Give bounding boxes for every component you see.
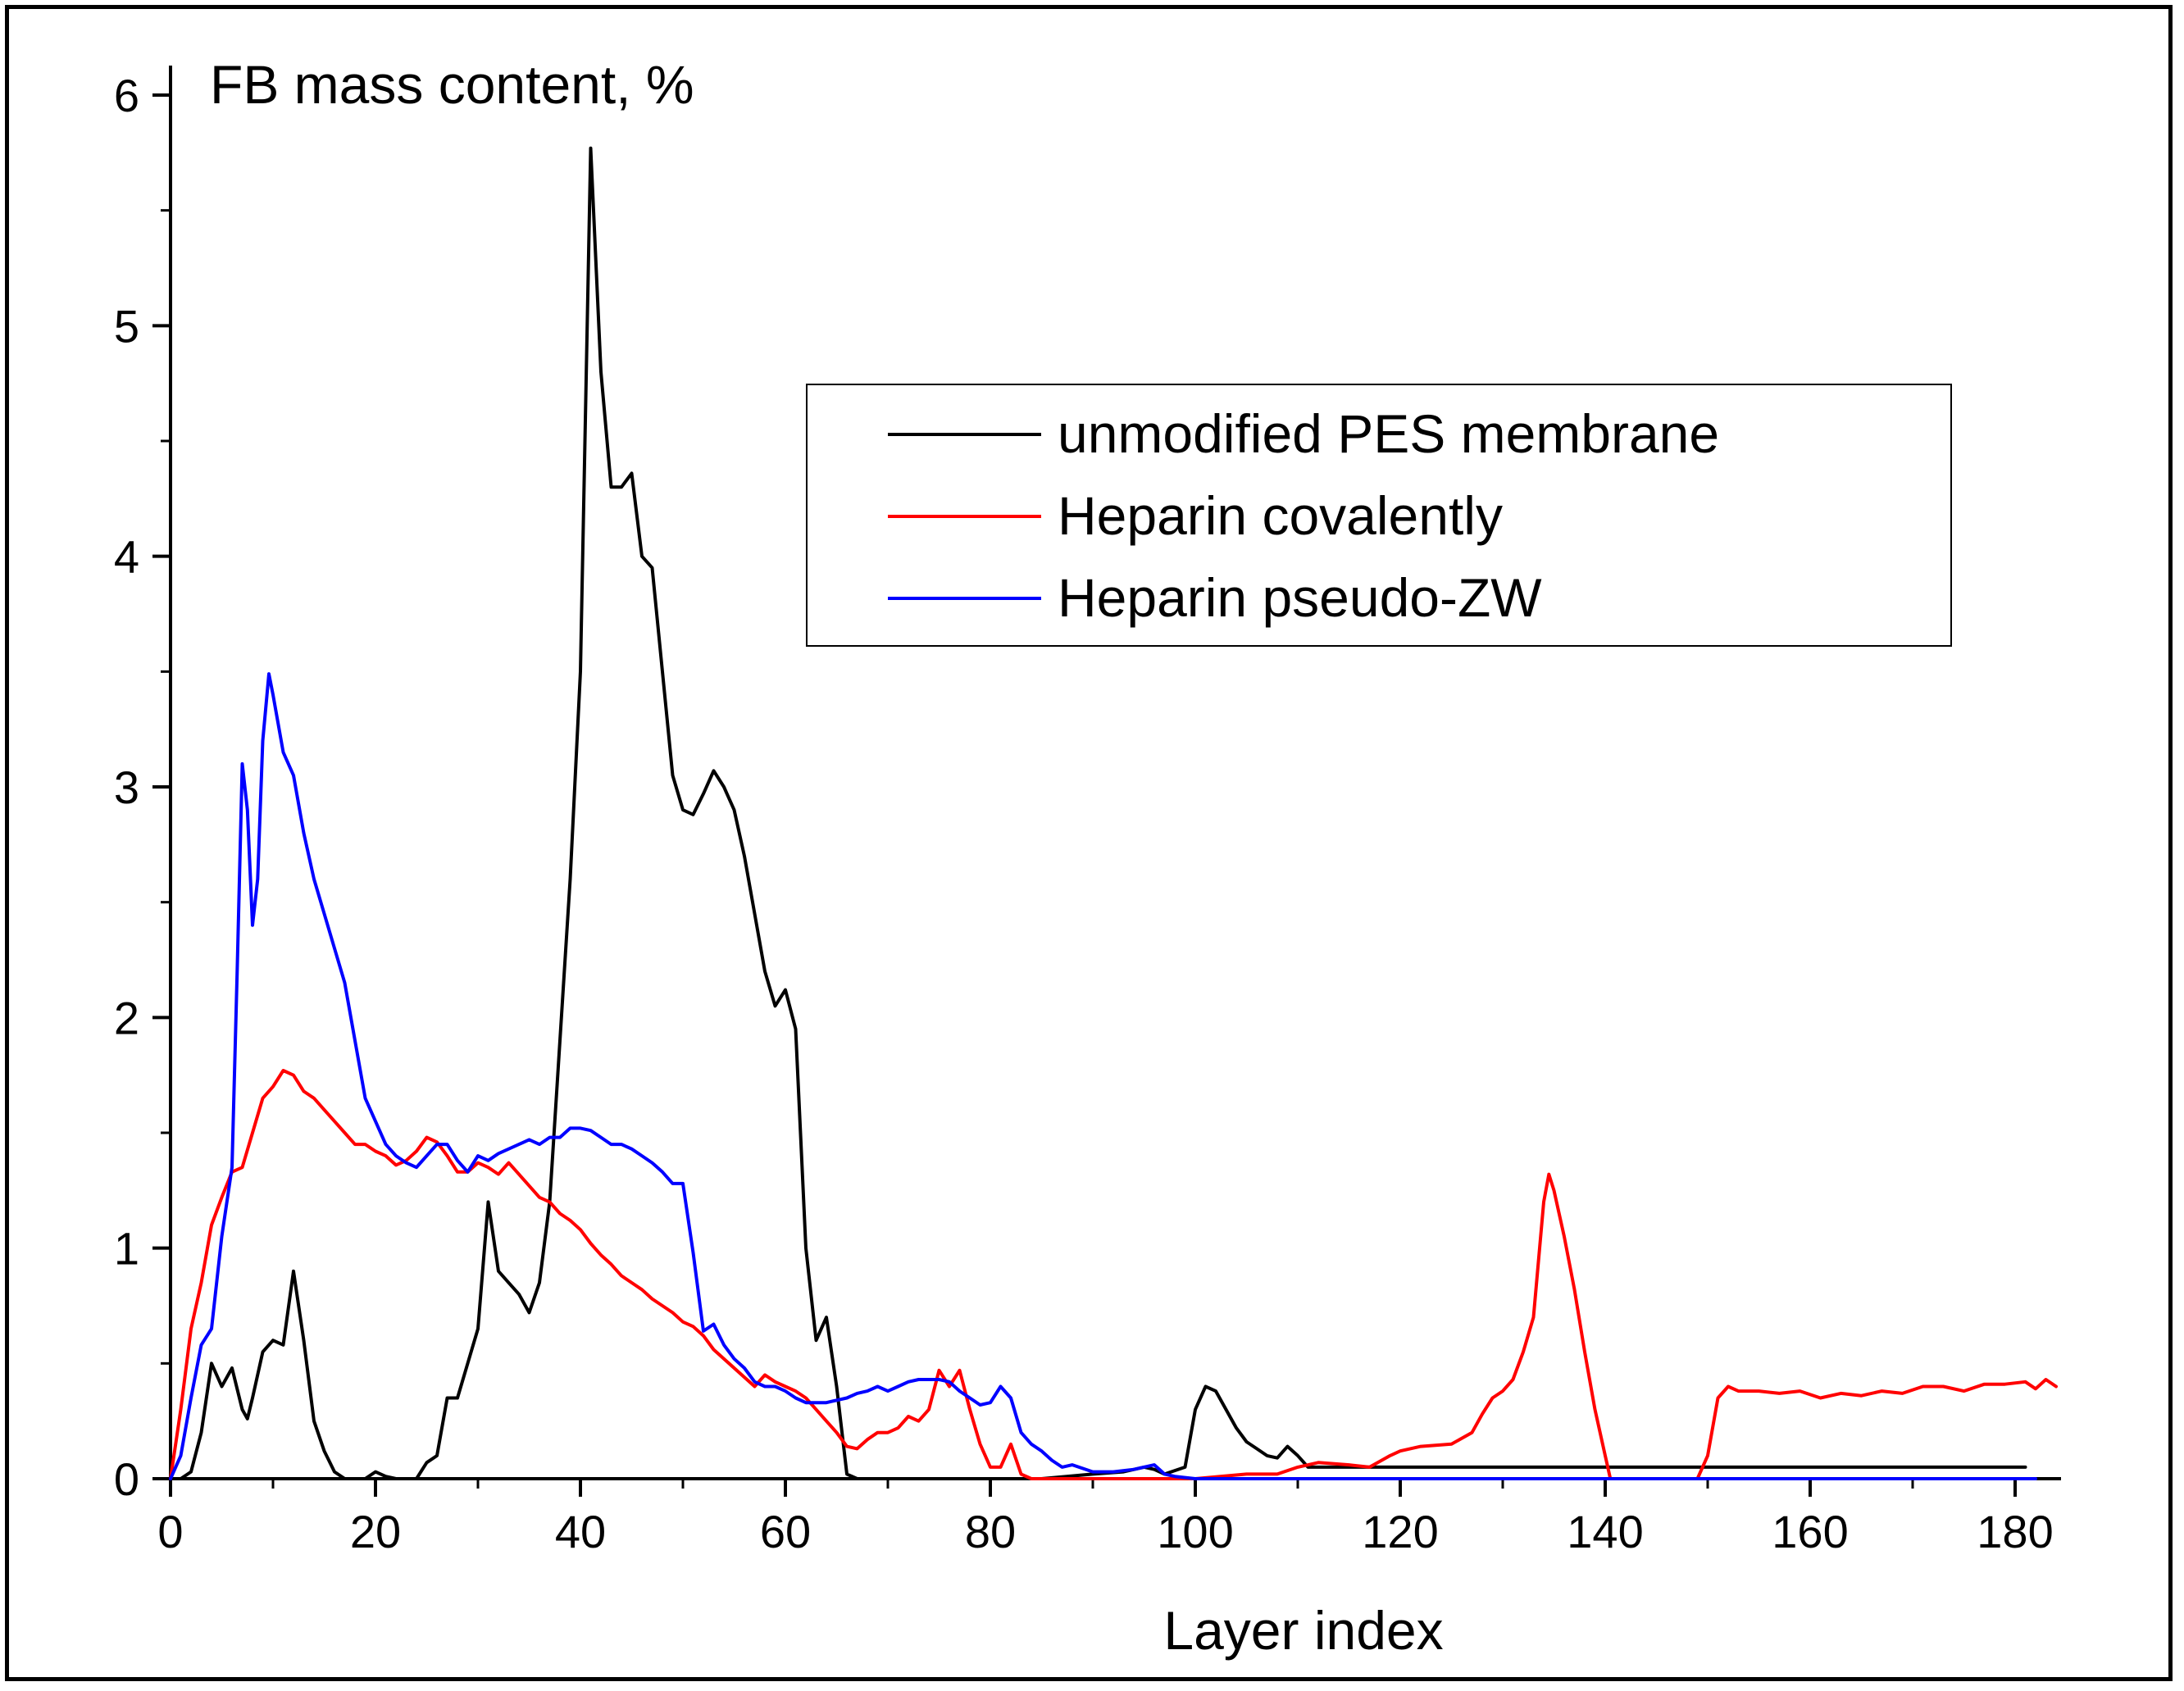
legend-label-heparin-pseudo-zw: Heparin pseudo-ZW (1058, 567, 1542, 628)
y-tick-label: 5 (114, 300, 139, 352)
axes (169, 66, 2061, 1480)
x-tick-label: 80 (965, 1506, 1016, 1557)
x-tick-label: 20 (350, 1506, 401, 1557)
y-axis-label: FB mass content, % (210, 54, 694, 115)
x-tick-label: 180 (1977, 1506, 2053, 1557)
y-tick-label: 1 (114, 1223, 139, 1275)
series-line-unmodified-pes-membrane (169, 146, 2027, 1480)
x-tick-label: 100 (1157, 1506, 1233, 1557)
ticks (152, 93, 2017, 1497)
y-tick-label: 0 (114, 1453, 139, 1505)
series-line-heparin-pseudo-zw (169, 672, 2037, 1480)
x-axis-label: Layer index (1163, 1600, 1443, 1661)
x-tick-label: 160 (1772, 1506, 1848, 1557)
series-lines (169, 146, 2058, 1480)
x-tick-label: 60 (760, 1506, 811, 1557)
y-tick-label: 3 (114, 761, 139, 813)
x-tick-label: 140 (1567, 1506, 1643, 1557)
x-tick-label: 0 (157, 1506, 183, 1557)
y-tick-label: 2 (114, 992, 139, 1043)
y-tick-label: 4 (114, 531, 139, 583)
x-tick-label: 40 (555, 1506, 606, 1557)
chart-frame (5, 5, 2173, 1681)
y-tick-label: 6 (114, 70, 139, 121)
series-line-heparin-covalently (169, 1069, 2058, 1480)
x-tick-label: 120 (1362, 1506, 1438, 1557)
legend-label-unmodified-pes-membrane: unmodified PES membrane (1058, 403, 1719, 464)
tick-labels: 0 20 40 60 80 100 120 140 160 180 0 1 2 3 4 5 6 (114, 70, 2054, 1557)
legend-label-heparin-covalently: Heparin covalently (1058, 485, 1503, 546)
legend: unmodified PES membrane Heparin covalentl… (806, 384, 1952, 647)
